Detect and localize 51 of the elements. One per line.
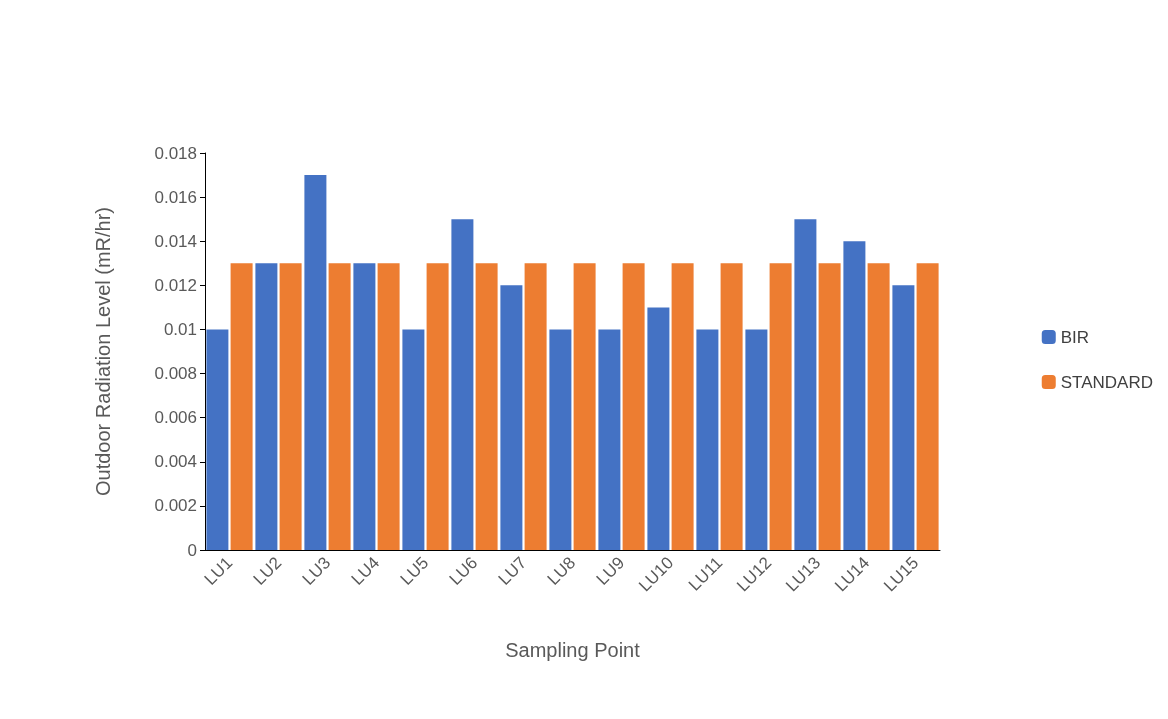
x-axis-title: Sampling Point (505, 639, 641, 661)
y-tick-label: 0.018 (154, 143, 197, 163)
bar (230, 263, 253, 550)
bar (867, 263, 890, 550)
bar (598, 329, 621, 550)
bar (892, 285, 915, 550)
bar (573, 263, 596, 550)
bar (622, 263, 645, 550)
bar (402, 329, 425, 550)
bar (206, 329, 229, 550)
bar (647, 307, 670, 550)
bar (279, 263, 302, 550)
bar (304, 175, 327, 550)
y-tick-label: 0.012 (154, 275, 197, 295)
y-axis-title: Outdoor Radiation Level (mR/hr) (92, 206, 114, 497)
bar (843, 241, 866, 550)
y-tick-label: 0 (187, 540, 197, 560)
y-tick-label: 0.014 (154, 231, 197, 251)
bar (916, 263, 939, 550)
legend-label: STANDARD (1060, 372, 1153, 392)
bar (769, 263, 792, 550)
y-tick-label: 0.016 (154, 187, 197, 207)
x-tick-label: LU6 (445, 553, 482, 589)
bar (377, 263, 400, 550)
bar (549, 329, 572, 550)
bar (524, 263, 547, 550)
bar (255, 263, 278, 550)
x-tick-label: LU8 (543, 553, 580, 589)
y-tick-label: 0.01 (163, 319, 197, 339)
x-tick-label: LU3 (298, 553, 335, 589)
bar (696, 329, 719, 550)
y-tick-label: 0.002 (154, 496, 197, 516)
x-tick-label: LU2 (249, 553, 286, 589)
bar (426, 263, 449, 550)
y-tick-label: 0.004 (154, 452, 197, 472)
x-tick-label: LU9 (592, 553, 629, 589)
y-tick-label: 0.008 (154, 364, 197, 384)
bar (451, 219, 474, 550)
bar (720, 263, 743, 550)
legend-label: BIR (1060, 327, 1090, 347)
bar (818, 263, 841, 550)
bar (671, 263, 694, 550)
bar (745, 329, 768, 550)
x-tick-label: LU1 (200, 553, 237, 589)
bar (475, 263, 498, 550)
bar (500, 285, 523, 550)
y-tick-label: 0.006 (154, 408, 197, 428)
bar (353, 263, 376, 550)
bar (794, 219, 817, 550)
x-tick-label: LU4 (347, 553, 384, 589)
bar (328, 263, 351, 550)
